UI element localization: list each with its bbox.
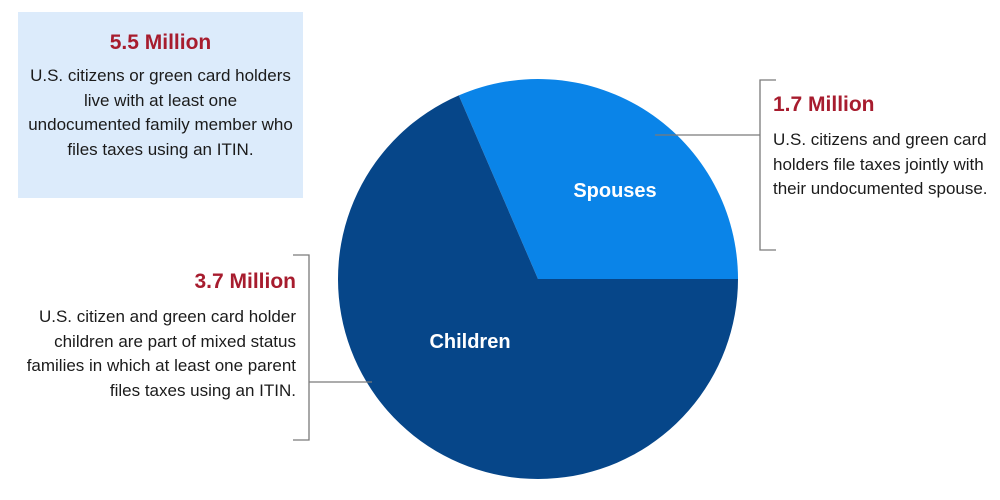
total-value: 5.5 Million (109, 31, 212, 54)
children-description: U.S. citizen and green card holder child… (26, 307, 296, 400)
children-value: 3.7 Million (194, 270, 296, 293)
total-summary-box: 5.5 Million U.S. citizens or green card … (18, 12, 303, 198)
pie-slice-spouses (458, 79, 738, 280)
children-leader (293, 254, 372, 441)
pie-slice-children (338, 95, 738, 480)
spouses-description: U.S. citizens and green card holders fil… (773, 130, 988, 198)
slice-label-spouses: Spouses (573, 180, 656, 202)
slice-label-children: Children (429, 331, 510, 353)
spouses-annotation: 1.7 Million U.S. citizens and green card… (773, 92, 998, 202)
children-annotation: 3.7 Million U.S. citizen and green card … (20, 269, 296, 403)
pie-slices (338, 79, 738, 480)
spouses-leader (655, 79, 776, 251)
spouses-value: 1.7 Million (773, 93, 875, 116)
total-description: U.S. citizens or green card holders live… (28, 66, 293, 159)
